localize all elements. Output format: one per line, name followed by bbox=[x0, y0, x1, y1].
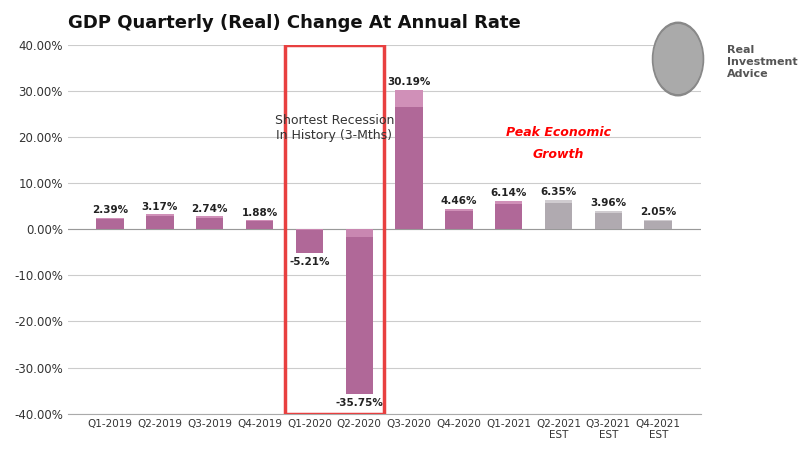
Text: 1.88%: 1.88% bbox=[241, 207, 277, 217]
Text: 6.14%: 6.14% bbox=[490, 188, 526, 198]
Text: Growth: Growth bbox=[532, 148, 583, 161]
Bar bbox=[644, 220, 671, 221]
Bar bbox=[146, 214, 174, 229]
Bar bbox=[345, 229, 372, 394]
Bar bbox=[146, 214, 174, 216]
Bar bbox=[345, 229, 372, 237]
Circle shape bbox=[652, 22, 703, 96]
Text: 2.74%: 2.74% bbox=[191, 204, 228, 214]
Text: Real
Investment
Advice: Real Investment Advice bbox=[726, 45, 796, 79]
Text: 30.19%: 30.19% bbox=[387, 77, 430, 87]
Bar bbox=[195, 217, 223, 229]
Text: GDP Quarterly (Real) Change At Annual Rate: GDP Quarterly (Real) Change At Annual Ra… bbox=[67, 14, 520, 32]
Bar bbox=[295, 229, 323, 230]
Bar bbox=[285, 44, 384, 414]
Bar bbox=[594, 211, 621, 213]
Bar bbox=[395, 90, 423, 229]
Text: -35.75%: -35.75% bbox=[335, 398, 383, 408]
Text: 2.39%: 2.39% bbox=[92, 205, 128, 215]
Bar bbox=[644, 220, 671, 229]
Text: -5.21%: -5.21% bbox=[289, 257, 329, 267]
Bar bbox=[495, 201, 521, 204]
Bar bbox=[246, 221, 273, 229]
Bar bbox=[97, 218, 123, 219]
Text: Peak Economic: Peak Economic bbox=[505, 126, 611, 139]
Bar bbox=[594, 211, 621, 229]
Bar bbox=[544, 200, 572, 229]
Circle shape bbox=[654, 25, 701, 94]
Text: Shortest Recession
In History (3-Mths): Shortest Recession In History (3-Mths) bbox=[274, 114, 393, 142]
Bar bbox=[544, 200, 572, 203]
Bar bbox=[295, 229, 323, 253]
Bar bbox=[395, 90, 423, 107]
Bar bbox=[444, 208, 472, 211]
Text: 3.96%: 3.96% bbox=[590, 198, 625, 208]
Text: 3.17%: 3.17% bbox=[142, 202, 178, 212]
Bar bbox=[246, 221, 273, 222]
Text: 4.46%: 4.46% bbox=[440, 196, 477, 206]
Text: 6.35%: 6.35% bbox=[540, 187, 576, 197]
Bar bbox=[97, 218, 123, 229]
Bar bbox=[444, 208, 472, 229]
Bar bbox=[495, 201, 521, 229]
Bar bbox=[195, 217, 223, 218]
Text: 2.05%: 2.05% bbox=[639, 207, 676, 217]
